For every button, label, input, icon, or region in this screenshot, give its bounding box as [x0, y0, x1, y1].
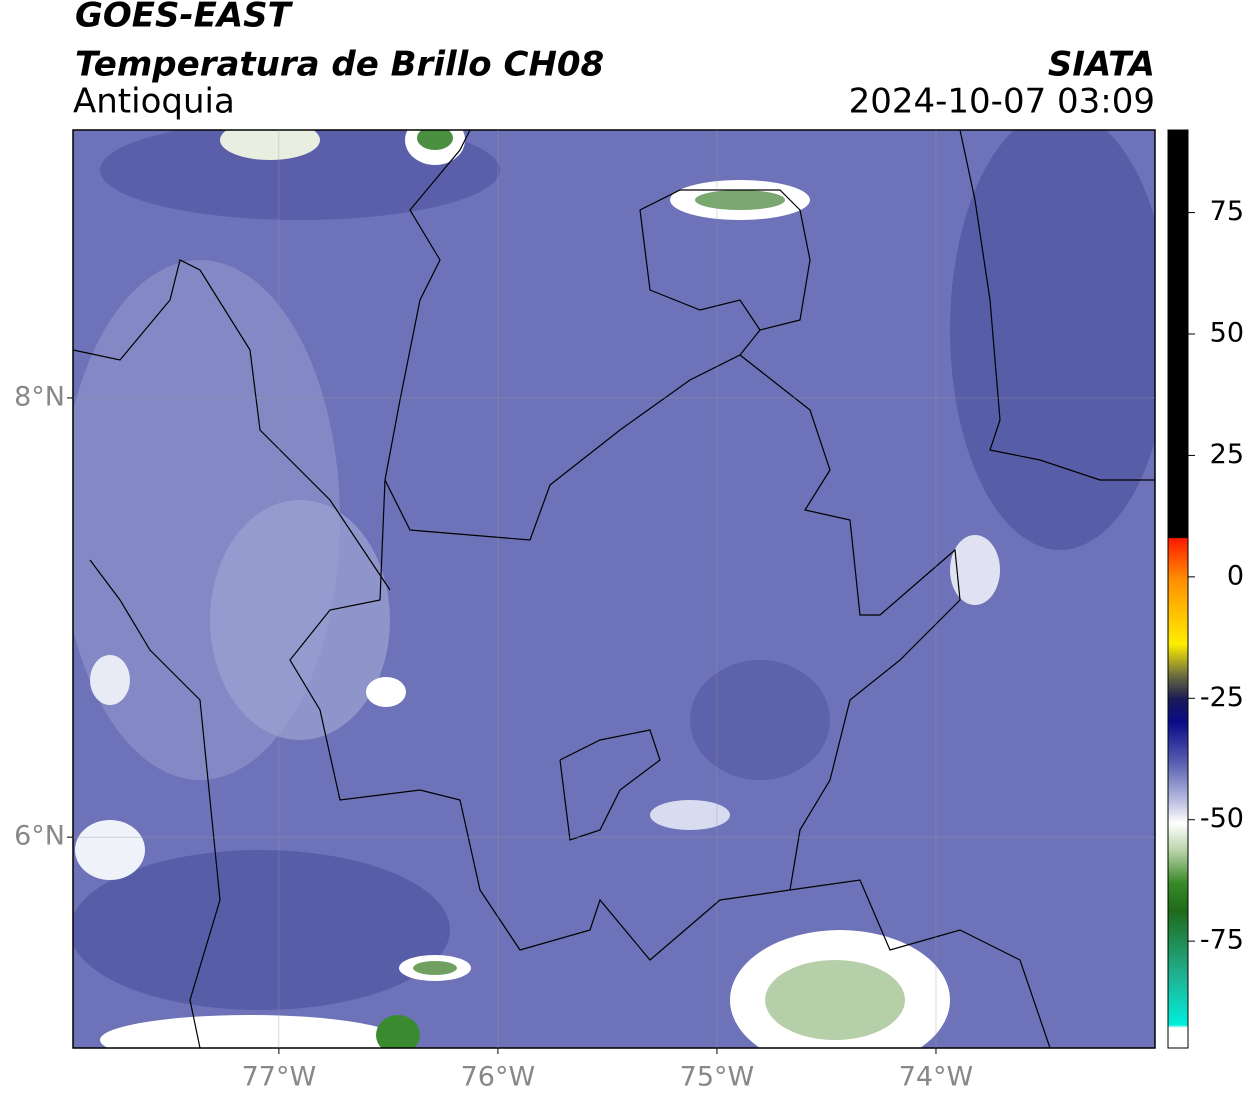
- colorbar-tick-label: 25: [1210, 439, 1244, 470]
- region-label: Antioquia: [73, 82, 235, 122]
- colorbar-tick-label: 50: [1210, 318, 1244, 349]
- colorbar-tick-label: -50: [1200, 803, 1244, 834]
- x-tick-label: 74°W: [899, 1062, 974, 1093]
- colorbar-tick-label: 0: [1227, 560, 1244, 591]
- map-frame: [72, 129, 1156, 1049]
- datetime-label: 2024-10-07 03:09: [849, 82, 1155, 122]
- colorbar: [1167, 129, 1189, 1049]
- y-tick-label: 8°N: [14, 381, 65, 412]
- y-tick-label: 6°N: [14, 821, 65, 852]
- x-tick-label: 77°W: [242, 1062, 317, 1093]
- satellite-title: GOES-EAST: [75, 0, 294, 36]
- x-tick-label: 76°W: [461, 1062, 536, 1093]
- colorbar-tick-label: -25: [1200, 682, 1244, 713]
- map-image: [73, 130, 1155, 1048]
- x-tick-label: 75°W: [680, 1062, 755, 1093]
- colorbar-tick-label: 75: [1210, 196, 1244, 227]
- product-title: Temperatura de Brillo CH08: [75, 45, 604, 85]
- colorbar-tick-label: -75: [1200, 925, 1244, 956]
- source-label: SIATA: [1048, 45, 1155, 85]
